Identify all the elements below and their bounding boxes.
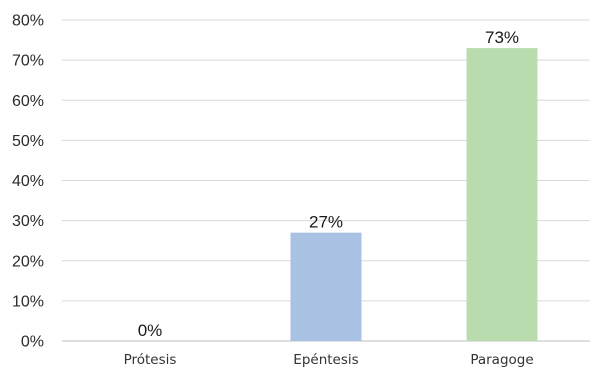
y-tick-label: 0% bbox=[21, 334, 44, 351]
y-tick-label: 10% bbox=[12, 293, 44, 310]
data-label: 73% bbox=[485, 28, 519, 47]
x-axis-category-labels: Prótesis Epéntesis Paragoge bbox=[124, 352, 534, 368]
y-tick-label: 70% bbox=[12, 53, 44, 70]
category-label: Prótesis bbox=[124, 352, 177, 368]
y-tick-label: 20% bbox=[12, 253, 44, 270]
data-label: 27% bbox=[309, 213, 343, 232]
y-tick-label: 40% bbox=[12, 173, 44, 190]
category-label: Paragoge bbox=[470, 352, 533, 368]
bar-paragoge bbox=[466, 48, 538, 342]
gridlines bbox=[62, 19, 590, 342]
y-axis-tick-labels: 0% 10% 20% 30% 40% 50% 60% 70% 80% bbox=[12, 13, 44, 351]
y-tick-label: 50% bbox=[12, 133, 44, 150]
data-labels: 0% 27% 73% bbox=[138, 28, 519, 340]
data-label: 0% bbox=[138, 321, 163, 340]
y-tick-label: 30% bbox=[12, 213, 44, 230]
bar-epéntesis bbox=[290, 232, 362, 341]
bars bbox=[290, 48, 538, 342]
y-tick-label: 80% bbox=[12, 13, 44, 30]
y-tick-label: 60% bbox=[12, 93, 44, 110]
category-label: Epéntesis bbox=[293, 352, 358, 368]
